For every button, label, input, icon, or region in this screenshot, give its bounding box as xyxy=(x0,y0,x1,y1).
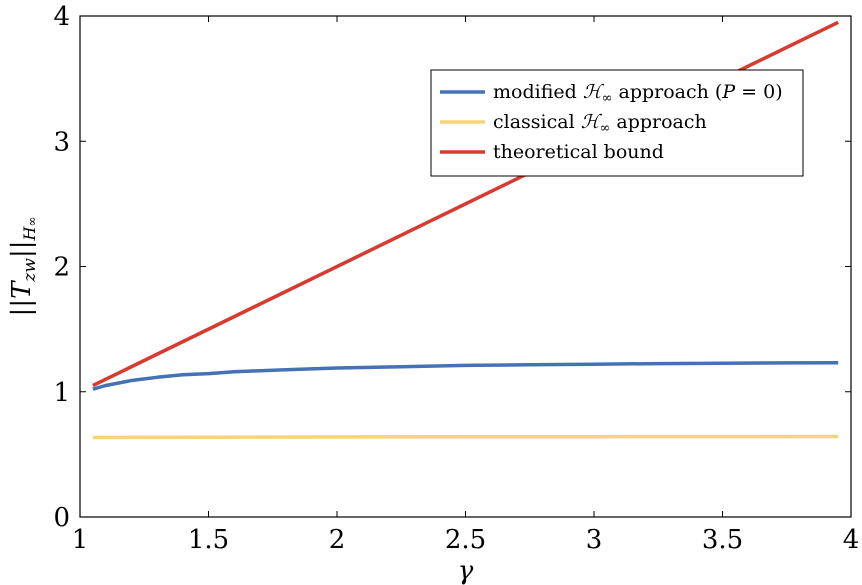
x-tick-label: 3.5 xyxy=(702,525,743,555)
x-tick-label: 1 xyxy=(72,525,89,555)
legend-entry-classical: classical ℋ∞ approach xyxy=(440,111,707,136)
y-label-close-bars: || xyxy=(7,241,37,259)
legend-box xyxy=(430,69,804,177)
x-tick-label: 3 xyxy=(586,525,603,555)
y-label-H: H xyxy=(20,226,39,242)
legend-entry-modified: modified ℋ∞ approach (P = 0) xyxy=(440,81,783,106)
y-label-inf: ∞ xyxy=(25,217,39,227)
legend-entry-theoretical: theoretical bound xyxy=(440,141,664,163)
legend: modified ℋ∞ approach (P = 0) classical ℋ… xyxy=(430,69,804,177)
y-label-open-bars: || xyxy=(7,299,37,317)
legend-label-classical: classical ℋ∞ approach xyxy=(493,111,707,136)
y-tick-label: 2 xyxy=(53,253,70,283)
y-label-T: T xyxy=(7,280,37,299)
x-tick-label: 2.5 xyxy=(445,525,486,555)
x-tick-label: 4 xyxy=(843,525,860,555)
svg-text:||Tzw||H∞: ||Tzw||H∞ xyxy=(7,217,40,317)
y-tick-label: 4 xyxy=(53,2,70,32)
x-axis-label: γ xyxy=(458,556,474,585)
legend-label-theoretical: theoretical bound xyxy=(493,141,664,163)
y-tick-label: 1 xyxy=(53,378,70,408)
legend-label-modified: modified ℋ∞ approach (P = 0) xyxy=(493,81,783,106)
y-tick-label: 3 xyxy=(53,127,70,157)
series-line-classical xyxy=(92,434,839,440)
y-tick-label: 0 xyxy=(53,503,70,533)
x-tick-label: 1.5 xyxy=(188,525,229,555)
y-axis-label: ||Tzw||H∞ xyxy=(7,217,40,317)
series-line-modified xyxy=(92,360,839,391)
y-label-sub: zw xyxy=(20,258,40,283)
x-tick-label: 2 xyxy=(329,525,346,555)
